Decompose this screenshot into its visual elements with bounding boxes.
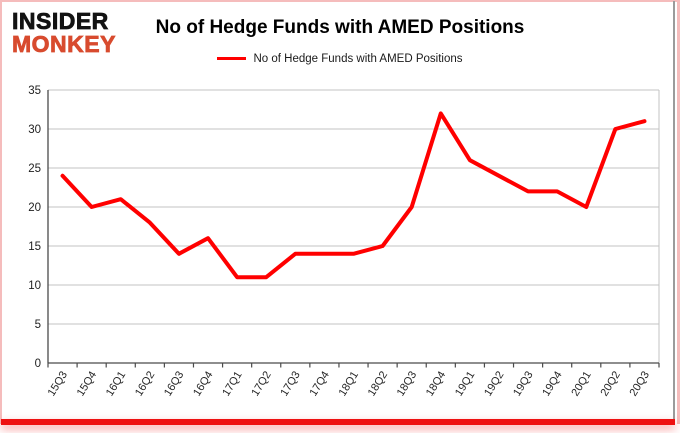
x-axis-label: 16Q2	[133, 369, 157, 398]
y-axis-label: 35	[28, 85, 41, 97]
x-axis-label: 16Q1	[104, 369, 128, 398]
x-axis-label: 18Q4	[424, 369, 448, 398]
y-axis-label: 5	[35, 319, 41, 331]
legend-line-swatch	[217, 57, 247, 60]
x-axis-label: 19Q2	[482, 369, 506, 398]
right-edge-line	[673, 1, 675, 422]
frame-border-top	[0, 0, 680, 2]
x-axis-label: 20Q2	[598, 369, 622, 398]
bottom-red-bar	[1, 419, 675, 425]
x-axis-label: 18Q2	[366, 369, 390, 398]
y-axis-label: 25	[28, 163, 41, 175]
insider-monkey-logo: INSIDER MONKEY	[12, 8, 116, 57]
x-axis-label: 18Q1	[337, 369, 361, 398]
x-axis-label: 16Q3	[162, 369, 186, 398]
x-axis-label: 17Q3	[278, 369, 302, 398]
frame-border-left	[0, 0, 2, 424]
logo-text-monkey: MONKEY	[12, 31, 116, 57]
x-axis-label: 19Q4	[540, 369, 564, 398]
legend-label: No of Hedge Funds with AMED Positions	[253, 52, 463, 65]
x-axis-label: 15Q3	[46, 369, 70, 398]
frame-border-right	[677, 0, 680, 424]
x-axis-label: 18Q3	[395, 369, 419, 398]
x-axis-label: 19Q1	[453, 369, 477, 398]
y-axis-label: 0	[35, 358, 41, 370]
x-axis-label: 17Q4	[308, 369, 332, 398]
chart-title: No of Hedge Funds with AMED Positions	[155, 17, 525, 38]
x-axis-label: 17Q1	[220, 369, 244, 398]
x-axis-label: 16Q4	[191, 369, 215, 398]
x-axis-label: 17Q2	[249, 369, 273, 398]
x-axis-label: 20Q3	[628, 369, 652, 398]
x-axis-label: 20Q1	[569, 369, 593, 398]
x-axis-label: 15Q4	[75, 369, 99, 398]
y-axis-label: 10	[28, 280, 41, 292]
y-axis-label: 30	[28, 124, 41, 136]
logo-text-insider: INSIDER	[12, 8, 109, 34]
data-series-line	[60, 111, 647, 280]
y-axis-label: 20	[28, 202, 41, 214]
legend: No of Hedge Funds with AMED Positions	[0, 52, 680, 65]
x-axis-label: 19Q3	[511, 369, 535, 398]
y-axis-label: 15	[28, 241, 41, 253]
